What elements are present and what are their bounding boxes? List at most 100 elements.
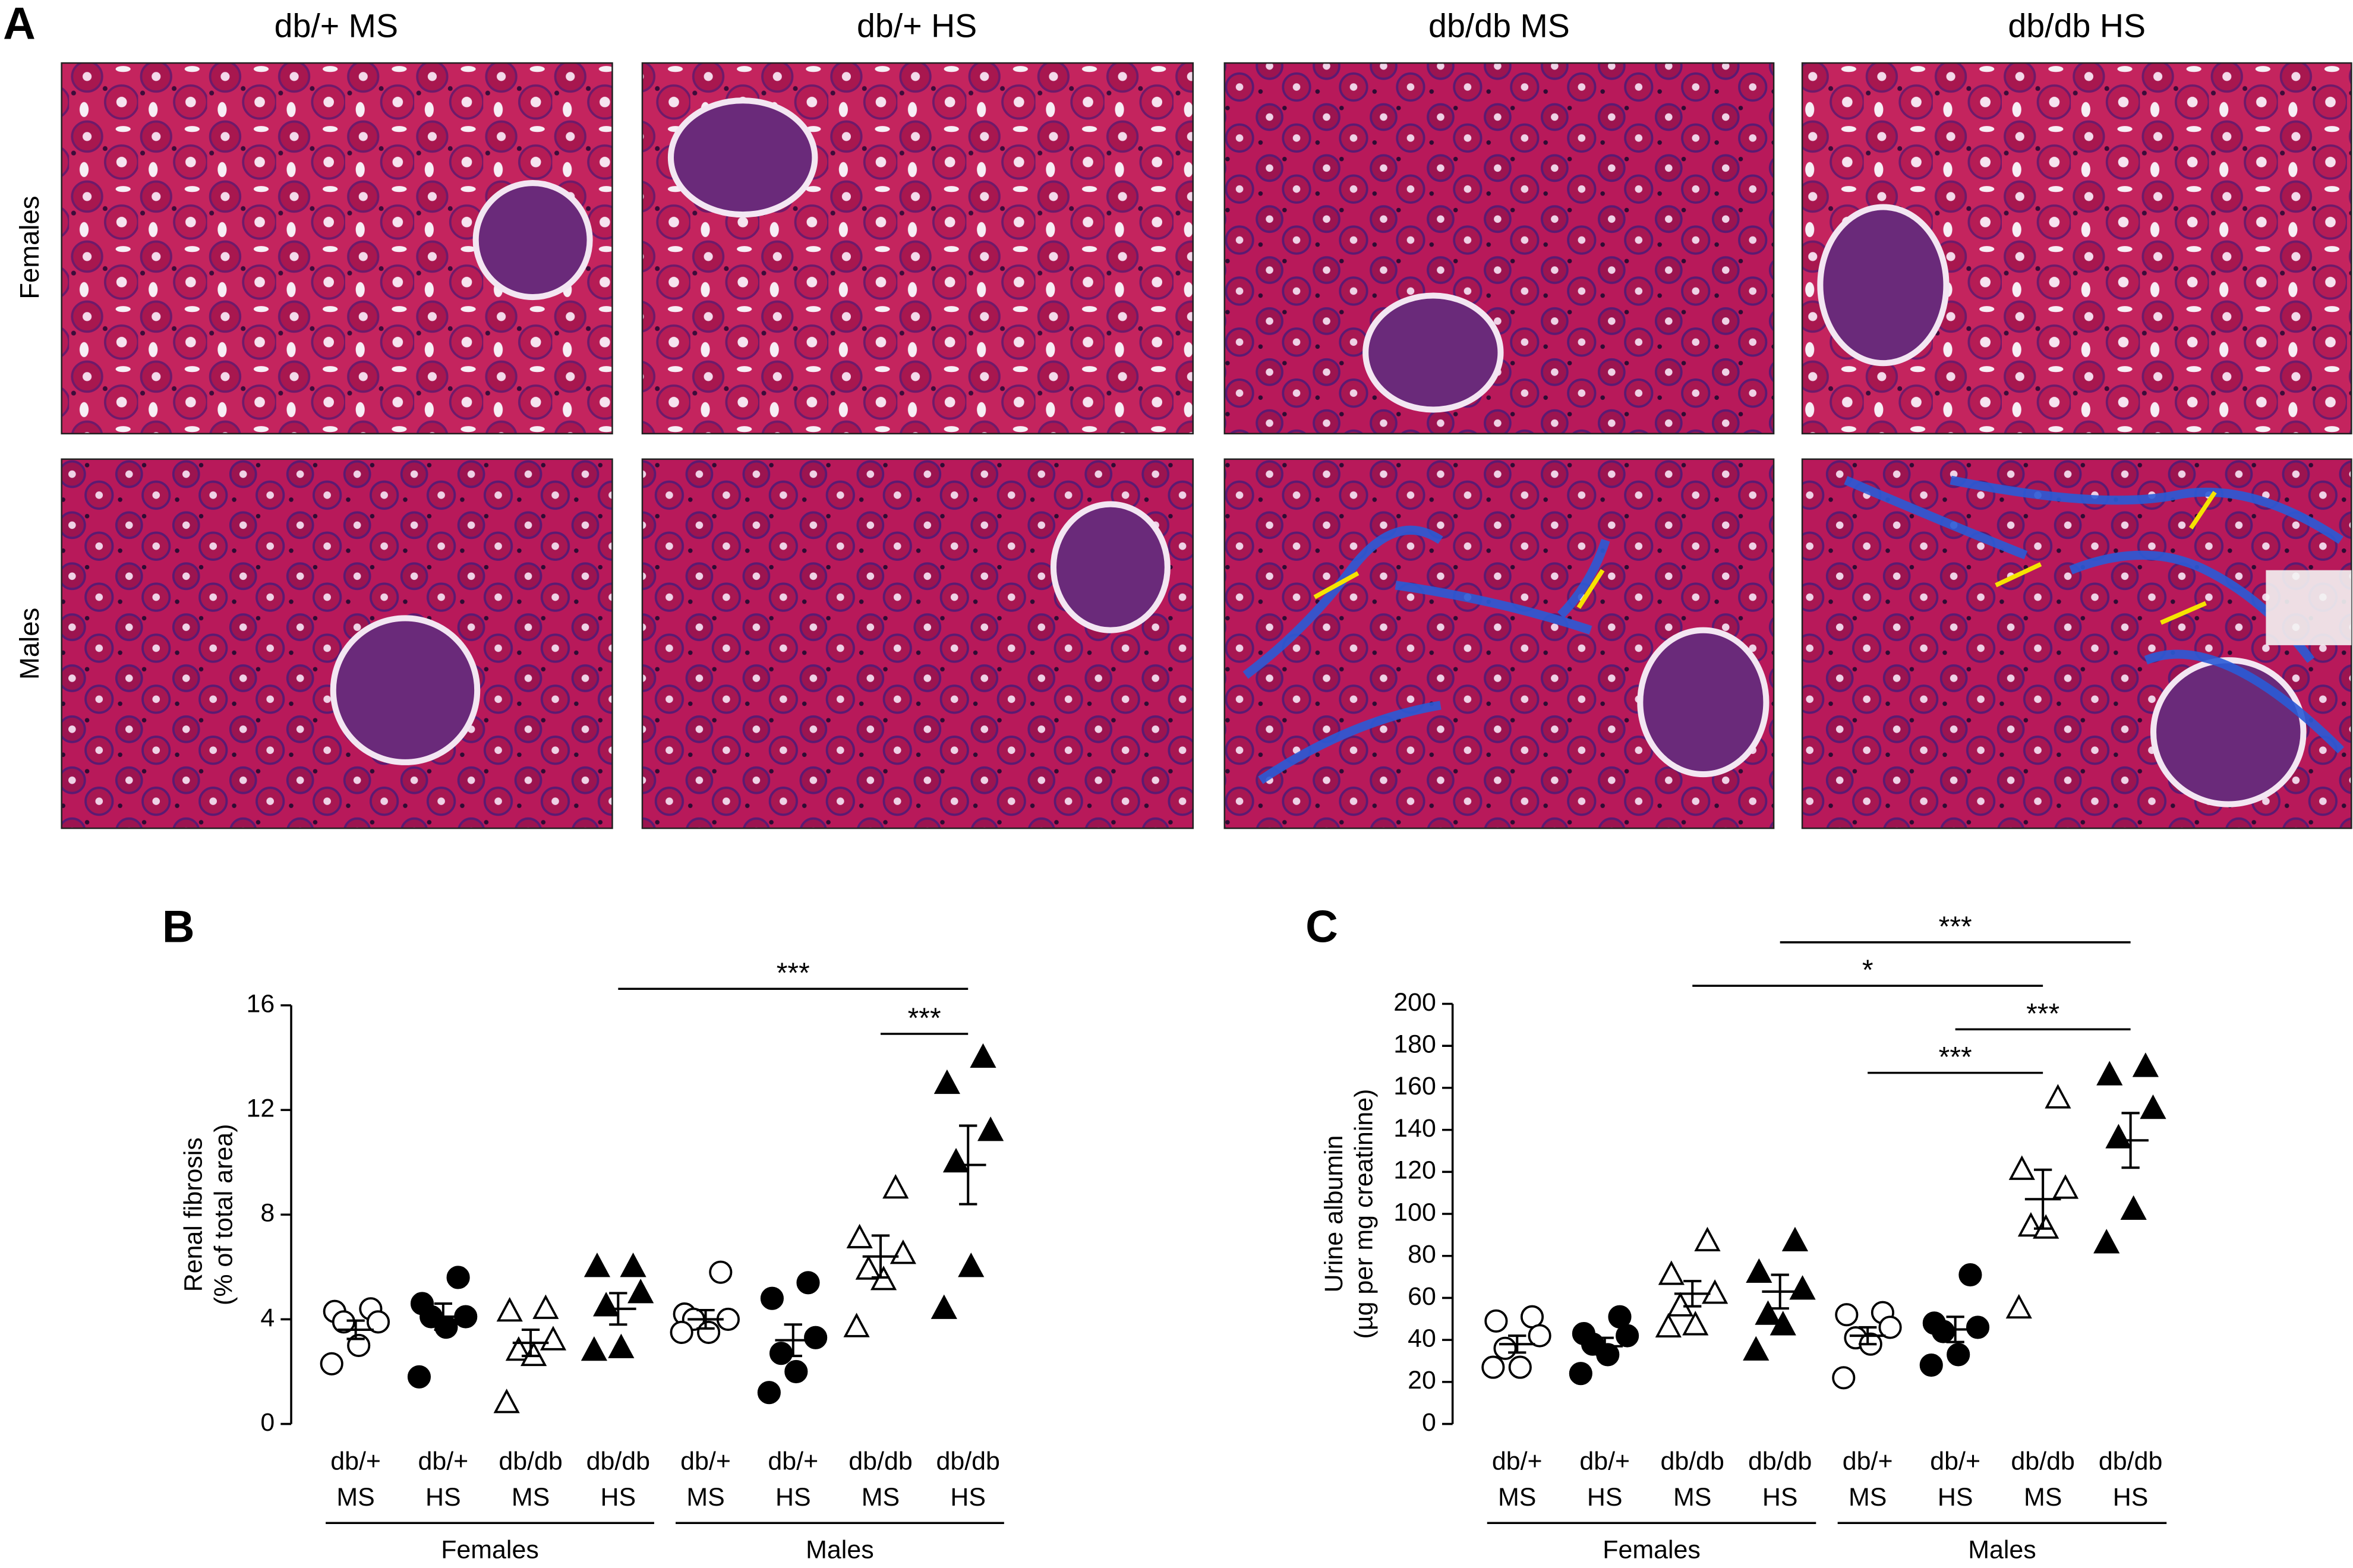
data-point [2005,1293,2032,1319]
data-point [505,1336,532,1361]
y-tick-label: 60 [1408,1282,1436,1311]
data-point [2017,1212,2045,1237]
x-tick-label: HS [1762,1483,1798,1512]
data-point [1919,1353,1943,1377]
x-tick-label: HS [2113,1483,2149,1512]
data-point [855,1255,882,1280]
y-tick-label: 40 [1408,1324,1436,1352]
data-point [2008,1155,2035,1180]
glomerulus [330,615,481,765]
data-point [1569,1362,1592,1386]
x-tick-label: db/+ [1843,1447,1893,1476]
glomerulus [2150,657,2307,807]
data-point [446,1266,470,1289]
error-bar [521,1329,540,1358]
arrows [1313,491,2217,625]
panel-letter: A [3,0,36,49]
y-tick-label: 8 [260,1199,275,1228]
data-point [1958,1263,1982,1287]
x-tick-label: MS [1849,1483,1887,1512]
x-tick-label: db/db [1748,1447,1812,1476]
collagen [1844,475,2345,754]
x-tick-label: db/db [499,1447,562,1476]
data-point [583,1252,611,1277]
x-tick-label: MS [336,1483,374,1512]
data-point [1931,1320,1955,1343]
x-tick-label: HS [950,1483,986,1512]
y-tick-label: 200 [1393,988,1436,1017]
x-tick-label: MS [862,1483,900,1512]
data-point [942,1147,970,1173]
y-tick-label: 160 [1393,1072,1436,1100]
glomerulus [1050,501,1171,633]
y-tick-label: 12 [247,1094,275,1122]
group-label: Males [1968,1536,2036,1564]
collagen [1242,525,1610,784]
error-bar [2121,1112,2140,1169]
x-tick-label: MS [2024,1483,2062,1512]
y-axis-title: (µg per mg creatinine) [1350,1089,1379,1339]
data-point [931,1294,957,1319]
data-point [434,1315,458,1339]
data-point [2033,1214,2059,1239]
glomerulus [1637,627,1770,778]
data-point [1966,1315,1990,1339]
data-point [2093,1229,2120,1254]
data-point [760,1286,784,1310]
glomeruli [330,97,2307,807]
error-bar [609,1292,627,1326]
data-point [1682,1311,1709,1336]
x-tick-label: db/+ [680,1447,731,1476]
data-point [977,1116,1004,1141]
data-point [1493,1336,1517,1360]
x-tick-label: HS [425,1483,461,1512]
glomerulus [1817,204,1950,367]
x-tick-label: MS [512,1483,550,1512]
error-bar [2033,1168,2052,1230]
data-point [2045,1084,2071,1109]
data-point [493,1389,520,1414]
data-point [581,1336,608,1361]
data-point [846,1223,873,1248]
x-tick-label: HS [775,1483,811,1512]
x-tick-label: db/db [586,1447,650,1476]
data-point [2120,1195,2147,1220]
data-point [1484,1309,1508,1333]
data-point [1770,1311,1796,1336]
data-point [620,1252,646,1277]
data-point [1743,1336,1770,1361]
y-tick-label: 0 [1422,1408,1436,1437]
significance-label: *** [2026,998,2059,1030]
y-axis-title: Renal fibrosis [179,1137,208,1292]
arrow [2188,491,2217,530]
glomerulus [667,97,818,218]
error-bar [1946,1315,1964,1343]
data-point [709,1260,733,1284]
x-tick-label: MS [686,1483,724,1512]
x-tick-label: db/+ [1492,1447,1543,1476]
arrow [2160,601,2207,625]
data-point [366,1310,390,1334]
row-label: Females [14,196,45,299]
data-point [627,1279,654,1304]
data-point [1616,1324,1639,1348]
panel-letter: C [1305,902,1338,952]
y-tick-label: 16 [247,989,275,1018]
data-point [532,1294,559,1319]
x-tick-label: db/db [2011,1447,2074,1476]
data-point [843,1313,870,1337]
data-point [970,1043,996,1068]
x-tick-label: HS [1587,1483,1623,1512]
y-tick-label: 80 [1408,1240,1436,1269]
column-title: db/+ MS [275,8,398,45]
panel-letter: B [162,902,195,952]
glomerulus [1362,292,1504,413]
group-label: Males [806,1536,874,1564]
y-tick-label: 4 [260,1304,275,1332]
data-point [2132,1052,2159,1077]
y-tick-label: 100 [1393,1198,1436,1226]
data-point [608,1333,635,1358]
y-tick-label: 180 [1393,1030,1436,1059]
data-point [1508,1355,1532,1379]
error-bar [434,1302,453,1332]
